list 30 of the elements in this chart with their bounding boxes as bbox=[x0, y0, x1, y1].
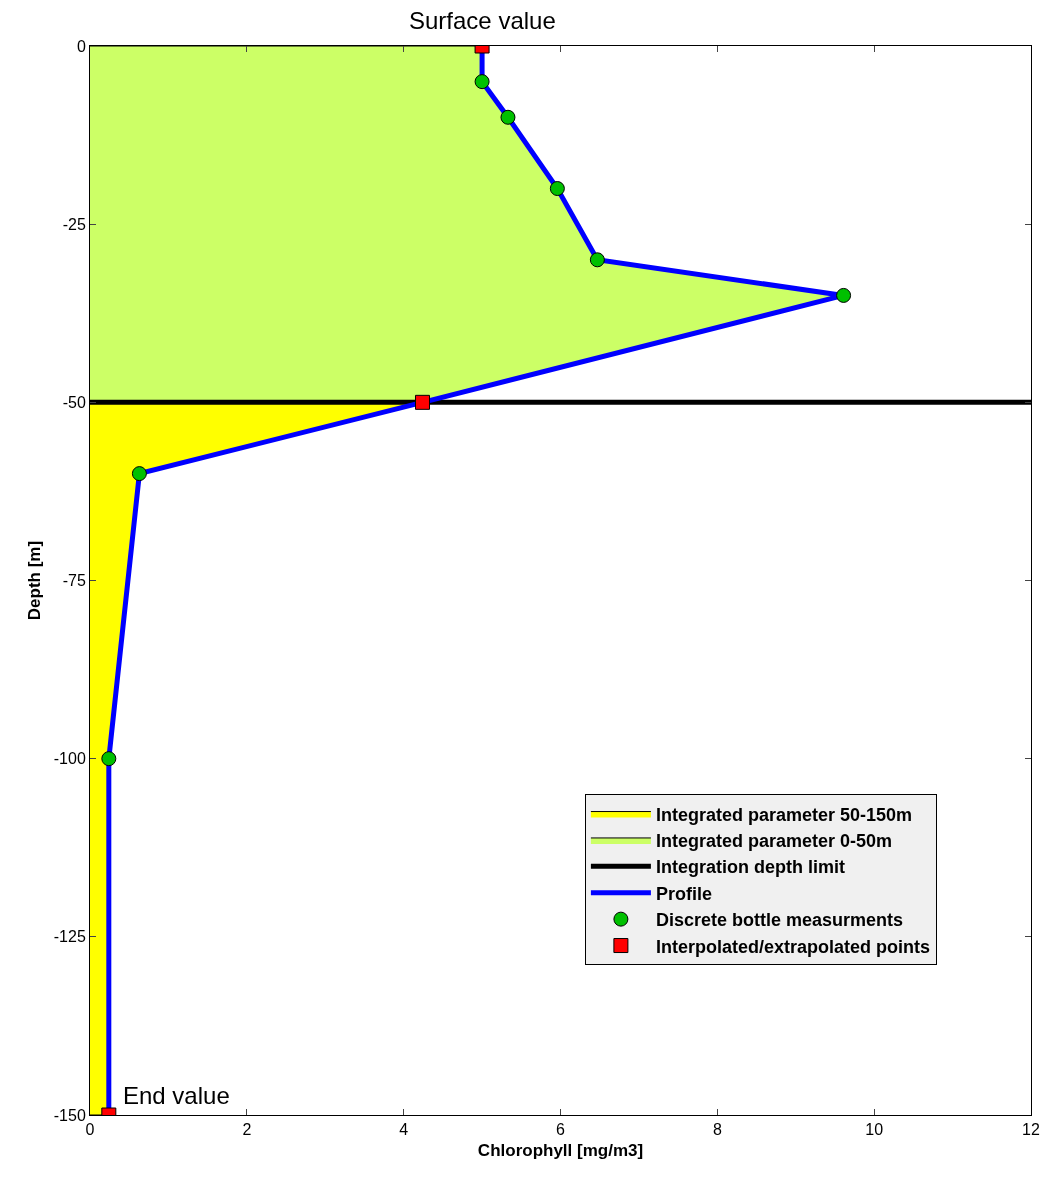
y-tick-label: -25 bbox=[62, 215, 86, 233]
y-tick-label: -100 bbox=[53, 750, 86, 768]
annotation: Surface value bbox=[409, 7, 556, 34]
legend-label: Profile bbox=[655, 883, 712, 904]
x-tick-label: 4 bbox=[399, 1121, 409, 1139]
x-tick-label: 12 bbox=[1022, 1121, 1040, 1139]
legend-label: Discrete bottle measurments bbox=[655, 910, 903, 931]
y-tick-label: 0 bbox=[76, 37, 86, 55]
point bbox=[589, 252, 605, 268]
legend-label: Integrated parameter 0-50m bbox=[655, 830, 892, 851]
point bbox=[836, 287, 852, 303]
point bbox=[414, 394, 430, 410]
point bbox=[474, 74, 490, 90]
x-tick-label: 10 bbox=[865, 1121, 884, 1139]
y-tick-label: -50 bbox=[62, 393, 86, 411]
x-axis-title: Chlorophyll [mg/m3] bbox=[477, 1140, 644, 1160]
y-tick-label: -150 bbox=[53, 1106, 86, 1124]
point bbox=[500, 109, 516, 125]
point bbox=[131, 466, 147, 482]
y-tick-label: -125 bbox=[53, 928, 86, 946]
legend-label: Integrated parameter 50-150m bbox=[655, 804, 913, 825]
x-tick-label: 6 bbox=[556, 1121, 566, 1139]
legend-label: Integration depth limit bbox=[655, 857, 845, 878]
y-tick-label: -75 bbox=[62, 572, 86, 590]
y-axis-title: Depth [m] bbox=[25, 540, 45, 621]
x-tick-label: 2 bbox=[242, 1121, 252, 1139]
point bbox=[549, 181, 565, 197]
legend-label: Interpolated/extrapolated points bbox=[655, 936, 930, 957]
annotation: End value bbox=[123, 1082, 230, 1109]
x-tick-label: 8 bbox=[712, 1121, 722, 1139]
